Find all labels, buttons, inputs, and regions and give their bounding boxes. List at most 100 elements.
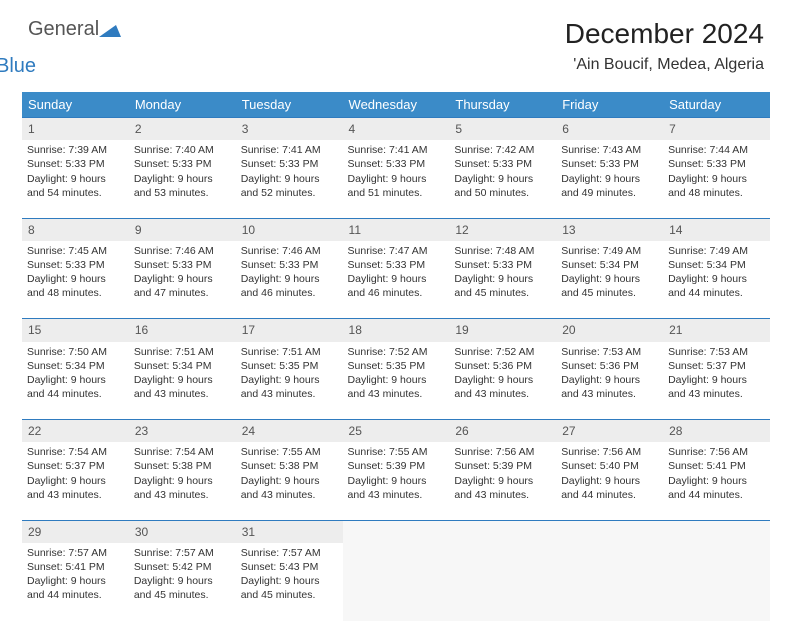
day-content-row: Sunrise: 7:39 AMSunset: 5:33 PMDaylight:… bbox=[22, 140, 770, 218]
daylight-text: Daylight: 9 hours and 43 minutes. bbox=[561, 373, 658, 401]
sunrise-text: Sunrise: 7:56 AM bbox=[561, 445, 658, 459]
logo-part2: Blue bbox=[0, 55, 36, 77]
day-number: 7 bbox=[663, 118, 770, 141]
day-number: 14 bbox=[663, 218, 770, 241]
day-number: 24 bbox=[236, 420, 343, 443]
sunrise-text: Sunrise: 7:41 AM bbox=[241, 143, 338, 157]
sunset-text: Sunset: 5:40 PM bbox=[561, 459, 658, 473]
day-number-row: 891011121314 bbox=[22, 218, 770, 241]
day-cell: Sunrise: 7:56 AMSunset: 5:40 PMDaylight:… bbox=[556, 442, 663, 520]
daylight-text: Daylight: 9 hours and 43 minutes. bbox=[134, 373, 231, 401]
day-cell: Sunrise: 7:44 AMSunset: 5:33 PMDaylight:… bbox=[663, 140, 770, 218]
day-number: 1 bbox=[22, 118, 129, 141]
day-number: 17 bbox=[236, 319, 343, 342]
sunrise-text: Sunrise: 7:49 AM bbox=[561, 244, 658, 258]
day-number: 28 bbox=[663, 420, 770, 443]
sunset-text: Sunset: 5:33 PM bbox=[668, 157, 765, 171]
day-number-row: 293031 bbox=[22, 520, 770, 543]
day-cell: Sunrise: 7:57 AMSunset: 5:42 PMDaylight:… bbox=[129, 543, 236, 621]
sunset-text: Sunset: 5:34 PM bbox=[27, 359, 124, 373]
sunrise-text: Sunrise: 7:57 AM bbox=[241, 546, 338, 560]
logo-triangle-icon bbox=[99, 23, 121, 39]
day-cell: Sunrise: 7:47 AMSunset: 5:33 PMDaylight:… bbox=[343, 241, 450, 319]
day-number bbox=[449, 520, 556, 543]
day-number: 10 bbox=[236, 218, 343, 241]
sunset-text: Sunset: 5:41 PM bbox=[27, 560, 124, 574]
daylight-text: Daylight: 9 hours and 51 minutes. bbox=[348, 172, 445, 200]
day-number: 18 bbox=[343, 319, 450, 342]
daylight-text: Daylight: 9 hours and 52 minutes. bbox=[241, 172, 338, 200]
sunset-text: Sunset: 5:33 PM bbox=[454, 157, 551, 171]
sunset-text: Sunset: 5:41 PM bbox=[668, 459, 765, 473]
day-number: 22 bbox=[22, 420, 129, 443]
sunset-text: Sunset: 5:33 PM bbox=[241, 157, 338, 171]
sunset-text: Sunset: 5:33 PM bbox=[348, 157, 445, 171]
day-number: 29 bbox=[22, 520, 129, 543]
sunrise-text: Sunrise: 7:45 AM bbox=[27, 244, 124, 258]
sunset-text: Sunset: 5:34 PM bbox=[561, 258, 658, 272]
sunrise-text: Sunrise: 7:41 AM bbox=[348, 143, 445, 157]
sunrise-text: Sunrise: 7:55 AM bbox=[348, 445, 445, 459]
sunrise-text: Sunrise: 7:53 AM bbox=[668, 345, 765, 359]
day-cell: Sunrise: 7:52 AMSunset: 5:35 PMDaylight:… bbox=[343, 342, 450, 420]
day-cell: Sunrise: 7:48 AMSunset: 5:33 PMDaylight:… bbox=[449, 241, 556, 319]
sunrise-text: Sunrise: 7:54 AM bbox=[134, 445, 231, 459]
sunset-text: Sunset: 5:33 PM bbox=[454, 258, 551, 272]
day-cell: Sunrise: 7:57 AMSunset: 5:43 PMDaylight:… bbox=[236, 543, 343, 621]
day-cell: Sunrise: 7:49 AMSunset: 5:34 PMDaylight:… bbox=[556, 241, 663, 319]
sunrise-text: Sunrise: 7:42 AM bbox=[454, 143, 551, 157]
sunset-text: Sunset: 5:33 PM bbox=[348, 258, 445, 272]
day-cell bbox=[449, 543, 556, 621]
day-number bbox=[556, 520, 663, 543]
day-number: 6 bbox=[556, 118, 663, 141]
day-number: 2 bbox=[129, 118, 236, 141]
day-cell bbox=[343, 543, 450, 621]
day-cell: Sunrise: 7:39 AMSunset: 5:33 PMDaylight:… bbox=[22, 140, 129, 218]
month-title: December 2024 bbox=[565, 18, 764, 50]
sunset-text: Sunset: 5:33 PM bbox=[241, 258, 338, 272]
daylight-text: Daylight: 9 hours and 48 minutes. bbox=[27, 272, 124, 300]
sunset-text: Sunset: 5:33 PM bbox=[27, 157, 124, 171]
sunrise-text: Sunrise: 7:55 AM bbox=[241, 445, 338, 459]
daylight-text: Daylight: 9 hours and 45 minutes. bbox=[561, 272, 658, 300]
daylight-text: Daylight: 9 hours and 46 minutes. bbox=[241, 272, 338, 300]
day-cell: Sunrise: 7:54 AMSunset: 5:38 PMDaylight:… bbox=[129, 442, 236, 520]
day-cell: Sunrise: 7:51 AMSunset: 5:35 PMDaylight:… bbox=[236, 342, 343, 420]
day-number: 5 bbox=[449, 118, 556, 141]
daylight-text: Daylight: 9 hours and 43 minutes. bbox=[241, 373, 338, 401]
day-cell: Sunrise: 7:41 AMSunset: 5:33 PMDaylight:… bbox=[236, 140, 343, 218]
weekday-header: Thursday bbox=[449, 92, 556, 118]
day-number: 15 bbox=[22, 319, 129, 342]
sunset-text: Sunset: 5:35 PM bbox=[241, 359, 338, 373]
day-content-row: Sunrise: 7:57 AM Sunset: 5:41 PM Daylight:… bbox=[22, 543, 770, 621]
day-cell: Sunrise: 7:50 AMSunset: 5:34 PMDaylight:… bbox=[22, 342, 129, 420]
daylight-text: Daylight: 9 hours and 43 minutes. bbox=[241, 474, 338, 502]
daylight-text: Daylight: 9 hours and 44 minutes. bbox=[668, 474, 765, 502]
sunset-text: Sunset: 5:39 PM bbox=[348, 459, 445, 473]
day-content-row: Sunrise: 7:54 AMSunset: 5:37 PMDaylight:… bbox=[22, 442, 770, 520]
day-cell bbox=[663, 543, 770, 621]
sunrise-text: Sunrise: 7:53 AM bbox=[561, 345, 658, 359]
day-number: 8 bbox=[22, 218, 129, 241]
day-cell: Sunrise: 7:53 AMSunset: 5:37 PMDaylight:… bbox=[663, 342, 770, 420]
daylight-text: Daylight: 9 hours and 45 minutes. bbox=[454, 272, 551, 300]
logo: General Blue bbox=[28, 18, 121, 64]
daylight-text: Daylight: 9 hours and 43 minutes. bbox=[27, 474, 124, 502]
day-cell bbox=[556, 543, 663, 621]
day-number: 4 bbox=[343, 118, 450, 141]
sunrise-text: Sunrise: 7:52 AM bbox=[348, 345, 445, 359]
sunset-text: Sunset: 5:43 PM bbox=[241, 560, 338, 574]
daylight-text: Daylight: 9 hours and 48 minutes. bbox=[668, 172, 765, 200]
header: General Blue December 2024 'Ain Boucif, … bbox=[0, 0, 792, 82]
daylight-text: Daylight: 9 hours and 43 minutes. bbox=[454, 373, 551, 401]
sunrise-text: Sunrise: 7:51 AM bbox=[241, 345, 338, 359]
day-cell: Sunrise: 7:49 AMSunset: 5:34 PMDaylight:… bbox=[663, 241, 770, 319]
sunset-text: Sunset: 5:36 PM bbox=[454, 359, 551, 373]
sunrise-text: Sunrise: 7:54 AM bbox=[27, 445, 124, 459]
daylight-text: Daylight: 9 hours and 45 minutes. bbox=[241, 574, 338, 602]
weekday-header: Monday bbox=[129, 92, 236, 118]
day-number: 16 bbox=[129, 319, 236, 342]
day-cell: Sunrise: 7:53 AMSunset: 5:36 PMDaylight:… bbox=[556, 342, 663, 420]
day-cell: Sunrise: 7:46 AMSunset: 5:33 PMDaylight:… bbox=[129, 241, 236, 319]
day-cell: Sunrise: 7:54 AMSunset: 5:37 PMDaylight:… bbox=[22, 442, 129, 520]
